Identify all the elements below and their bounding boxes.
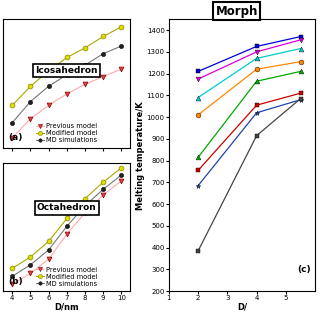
Previous model xyxy=(83,82,87,86)
Modified model xyxy=(10,103,14,107)
Previous model xyxy=(119,67,123,71)
Modified model xyxy=(101,35,105,38)
Previous model xyxy=(47,103,51,107)
Modified model xyxy=(83,46,87,50)
Modified model xyxy=(65,56,69,60)
Text: (c): (c) xyxy=(298,265,311,274)
Y-axis label: Melting temperature/K: Melting temperature/K xyxy=(136,101,145,210)
Previous model xyxy=(28,117,32,121)
Legend: Previous model, Modified model, MD simulations: Previous model, Modified model, MD simul… xyxy=(35,265,99,288)
Previous model xyxy=(10,136,14,140)
MD simulations xyxy=(47,84,51,88)
Text: Octahedron: Octahedron xyxy=(37,203,97,212)
Line: Previous model: Previous model xyxy=(10,67,124,140)
MD simulations xyxy=(28,100,32,103)
MD simulations xyxy=(65,73,69,77)
Text: Icosahedron: Icosahedron xyxy=(36,66,98,75)
Modified model xyxy=(47,69,51,73)
MD simulations xyxy=(10,121,14,124)
Legend: Previous model, Modified model, MD simulations: Previous model, Modified model, MD simul… xyxy=(35,122,99,144)
Text: (b): (b) xyxy=(8,276,23,285)
Line: Modified model: Modified model xyxy=(10,24,124,108)
Text: Morph: Morph xyxy=(216,5,258,18)
Text: (a): (a) xyxy=(8,133,23,142)
X-axis label: D/nm: D/nm xyxy=(54,303,79,312)
X-axis label: D/: D/ xyxy=(237,303,247,312)
MD simulations xyxy=(83,63,87,67)
Modified model xyxy=(28,84,32,88)
Modified model xyxy=(119,25,123,29)
MD simulations xyxy=(119,44,123,48)
Line: MD simulations: MD simulations xyxy=(10,44,124,125)
Previous model xyxy=(101,75,105,79)
MD simulations xyxy=(101,52,105,56)
Previous model xyxy=(65,92,69,96)
